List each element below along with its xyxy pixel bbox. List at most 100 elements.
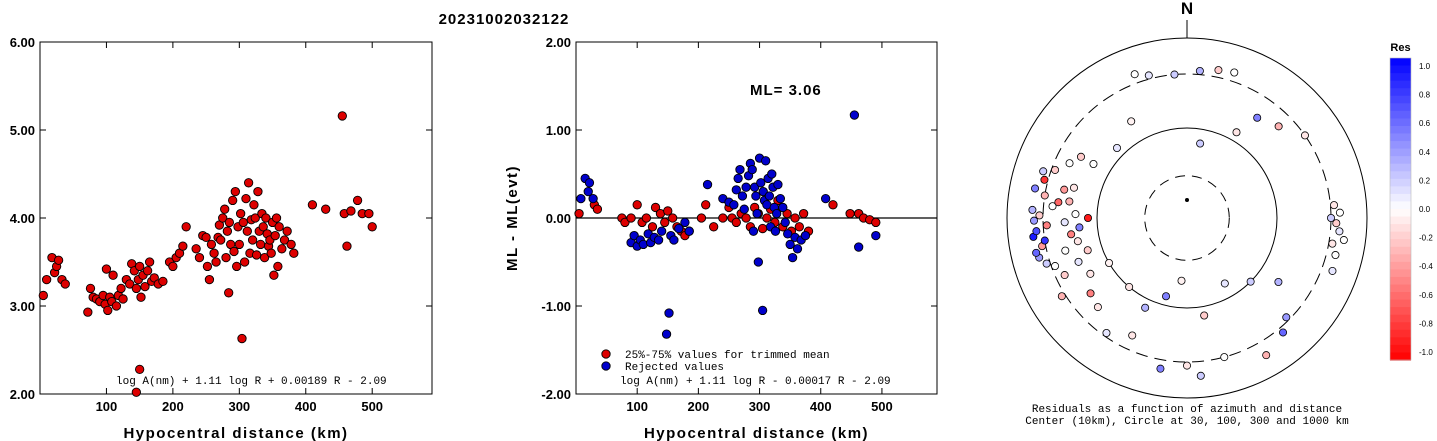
- station-point: [1069, 183, 1078, 192]
- station-point: [1060, 271, 1069, 280]
- north-label: N: [1181, 0, 1193, 18]
- data-point: [764, 191, 774, 201]
- ml-value-annotation: ML= 3.06: [750, 82, 822, 99]
- colorbar-segment: [1390, 337, 1411, 346]
- station-point: [1232, 128, 1241, 137]
- data-point: [684, 226, 694, 236]
- data-point: [657, 226, 667, 236]
- data-point: [663, 206, 673, 216]
- colorbar-segment: [1390, 95, 1411, 104]
- equation-label: log A(nm) + 1.11 log R - 0.00017 R - 2.0…: [620, 376, 891, 388]
- x-tick-label: 200: [162, 399, 184, 414]
- data-point: [247, 235, 258, 245]
- data-point: [144, 257, 155, 267]
- station-point: [1246, 277, 1255, 286]
- y-tick-label: 3.00: [10, 299, 35, 314]
- data-point: [761, 156, 771, 166]
- data-point: [735, 164, 745, 175]
- data-point: [204, 274, 215, 285]
- data-point: [342, 241, 352, 251]
- station-point: [1130, 70, 1139, 79]
- data-point: [251, 250, 262, 260]
- station-point: [1327, 213, 1336, 222]
- ring-30km: [1144, 175, 1230, 261]
- station-point: [1105, 258, 1114, 267]
- colorbar-segment: [1390, 344, 1411, 354]
- legend-marker-rejected: [601, 361, 611, 371]
- data-point: [773, 179, 783, 190]
- data-point: [238, 217, 248, 228]
- data-point: [660, 217, 670, 228]
- station-point: [1086, 289, 1095, 298]
- station-point: [1196, 371, 1205, 380]
- station-point: [1200, 311, 1209, 320]
- colorbar-segment: [1390, 224, 1411, 233]
- data-point: [222, 226, 233, 236]
- x-tick-label: 500: [361, 399, 383, 414]
- data-point: [701, 200, 711, 210]
- data-point: [136, 292, 146, 302]
- colorbar-tick-label: -0.4: [1419, 262, 1433, 271]
- ml-residual-plot: -2.00 -1.00 0.00 1.00 2.00 100 200 300 400 500Hyp…: [504, 35, 938, 441]
- station-point: [1262, 351, 1271, 360]
- station-point: [1076, 152, 1085, 161]
- data-point: [206, 239, 217, 250]
- data-point: [259, 252, 270, 263]
- y-tick-label: -2.00: [541, 387, 571, 402]
- station-point: [1335, 227, 1344, 236]
- data-point: [762, 213, 772, 223]
- station-point: [1330, 201, 1339, 210]
- data-point: [218, 213, 228, 223]
- station-point: [1060, 218, 1069, 227]
- colorbar-tick-label: 0.8: [1419, 91, 1431, 100]
- station-point: [1230, 68, 1239, 77]
- station-point: [1031, 184, 1040, 193]
- colorbar-segment: [1390, 284, 1411, 293]
- data-point: [757, 223, 768, 234]
- colorbar-segment: [1390, 254, 1411, 263]
- data-point: [757, 305, 768, 316]
- colorbar-segment: [1390, 216, 1411, 225]
- x-tick-label: 400: [295, 399, 317, 414]
- data-point: [168, 261, 178, 272]
- data-point: [778, 202, 788, 213]
- station-point: [1054, 198, 1063, 207]
- colorbar-segment: [1390, 156, 1411, 165]
- station-point: [1141, 303, 1150, 312]
- data-point: [158, 276, 168, 287]
- data-point: [142, 266, 153, 276]
- x-tick-label: 100: [96, 399, 118, 414]
- station-point: [1040, 236, 1049, 245]
- data-point: [209, 248, 219, 258]
- data-point: [60, 279, 70, 289]
- colorbar-segment: [1390, 193, 1411, 203]
- data-point: [664, 308, 674, 318]
- data-point: [255, 239, 266, 250]
- colorbar-tick-label: -1.0: [1419, 348, 1433, 357]
- station-point: [1073, 237, 1082, 246]
- colorbar-tick-label: 0.6: [1419, 119, 1431, 128]
- colorbar-segment: [1390, 171, 1411, 180]
- data-point: [747, 164, 757, 175]
- data-point: [775, 193, 786, 204]
- data-point: [661, 329, 672, 339]
- ml-iaspei-plot: 2.00 3.00 4.00 5.00 6.00 100 200 300 400 500 Hypoc…: [10, 35, 433, 441]
- plot-frame: [39, 41, 433, 395]
- x-tick-label: 200: [688, 399, 710, 414]
- colorbar-segment: [1390, 125, 1411, 135]
- data-point: [680, 217, 690, 228]
- colorbar-segment: [1390, 239, 1411, 248]
- station-point: [1030, 216, 1039, 225]
- data-point: [321, 204, 331, 214]
- data-point: [669, 235, 679, 245]
- data-point: [626, 213, 636, 223]
- station-point: [1162, 292, 1171, 301]
- data-point: [53, 255, 64, 265]
- colorbar-title: Res: [1390, 42, 1410, 54]
- legend-label-rejected: Rejected values: [625, 362, 724, 374]
- colorbar-segment: [1390, 88, 1411, 97]
- colorbar-segment: [1390, 141, 1411, 150]
- station-point: [1220, 353, 1229, 362]
- data-point: [731, 185, 741, 195]
- data-point: [367, 222, 377, 232]
